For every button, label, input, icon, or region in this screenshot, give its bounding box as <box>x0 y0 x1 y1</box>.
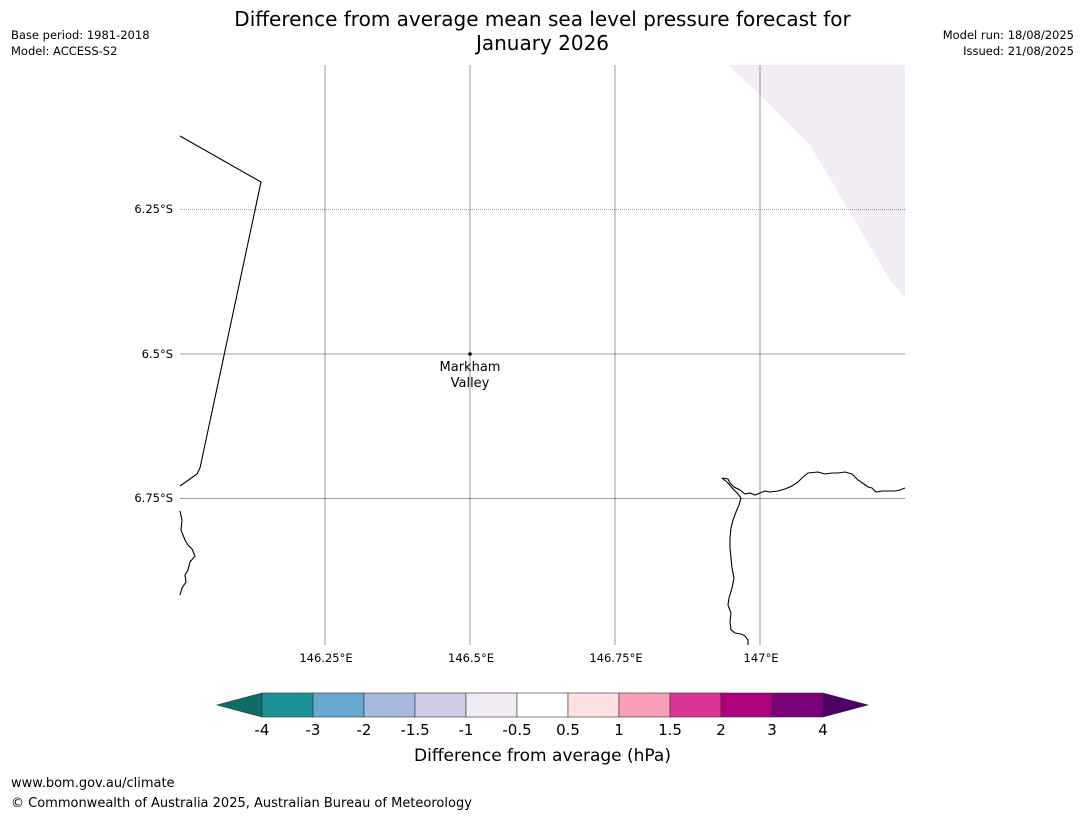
coastline-southwest <box>179 510 196 596</box>
colorbar-extend-high <box>822 692 870 718</box>
colorbar-segment <box>567 692 620 718</box>
place-label: Markham Valley <box>410 360 530 392</box>
place-label-line-2: Valley <box>450 376 490 391</box>
base-period-text: Base period: 1981-2018 <box>11 28 150 42</box>
colorbar-tick-label: -0.5 <box>502 721 532 739</box>
lon-label-146-5: 146.5°E <box>448 651 494 665</box>
colorbar-tick-label: -1 <box>458 721 474 739</box>
map-title: Difference from average mean sea level p… <box>0 7 1085 55</box>
lon-label-146-75: 146.75°E <box>589 651 643 665</box>
colorbar <box>215 692 870 718</box>
colorbar-segment <box>516 692 569 718</box>
colorbar-segment <box>414 692 467 718</box>
colorbar-tick-label: -4 <box>254 721 270 739</box>
colorbar-tick-label: 4 <box>818 721 828 739</box>
colorbar-label: Difference from average (hPa) <box>414 746 671 766</box>
coastline-east-shore <box>721 477 749 645</box>
model-run-text: Model run: 18/08/2025 <box>942 28 1074 42</box>
meta-right: Model run: 18/08/2025 Issued: 21/08/2025 <box>943 27 1074 59</box>
colorbar-tick-label: 2 <box>716 721 726 739</box>
colorbar-tick-label: 0.5 <box>556 721 580 739</box>
colorbar-segment <box>669 692 722 718</box>
colorbar-tick-label: 1 <box>614 721 624 739</box>
colorbar-tick-label: -2 <box>356 721 372 739</box>
colorbar-segment <box>465 692 518 718</box>
lon-label-147: 147°E <box>743 651 779 665</box>
colorbar-segment <box>261 692 314 718</box>
coastline-southeast <box>721 471 906 496</box>
colorbar-tick-label: -1.5 <box>400 721 430 739</box>
colorbar-segment <box>363 692 416 718</box>
title-line-1: Difference from average mean sea level p… <box>234 7 851 31</box>
coastlines <box>179 135 906 645</box>
lat-label-6-75: 6.75°S <box>134 491 173 505</box>
colorbar-tick-label: 1.5 <box>658 721 682 739</box>
issued-text: Issued: 21/08/2025 <box>963 44 1074 58</box>
place-marker-dot <box>468 352 472 356</box>
title-line-2: January 2026 <box>475 31 610 55</box>
lat-label-6-5: 6.5°S <box>141 347 173 361</box>
colorbar-extend-low <box>215 692 263 718</box>
border-line-west <box>179 135 262 487</box>
colorbar-segment <box>771 692 824 718</box>
colorbar-tick-label: 3 <box>767 721 777 739</box>
anomaly-region <box>728 65 905 298</box>
colorbar-segment <box>312 692 365 718</box>
meta-left: Base period: 1981-2018 Model: ACCESS-S2 <box>11 27 150 59</box>
place-label-line-1: Markham <box>439 360 501 375</box>
footer-url[interactable]: www.bom.gov.au/climate <box>11 776 175 791</box>
lat-label-6-25: 6.25°S <box>134 202 173 216</box>
lon-label-146-25: 146.25°E <box>299 651 353 665</box>
footer-copyright: © Commonwealth of Australia 2025, Austra… <box>11 796 472 811</box>
colorbar-segment <box>720 692 773 718</box>
model-text: Model: ACCESS-S2 <box>11 44 118 58</box>
colorbar-tick-label: -3 <box>305 721 321 739</box>
colorbar-segment <box>618 692 671 718</box>
gridlines <box>180 65 905 645</box>
